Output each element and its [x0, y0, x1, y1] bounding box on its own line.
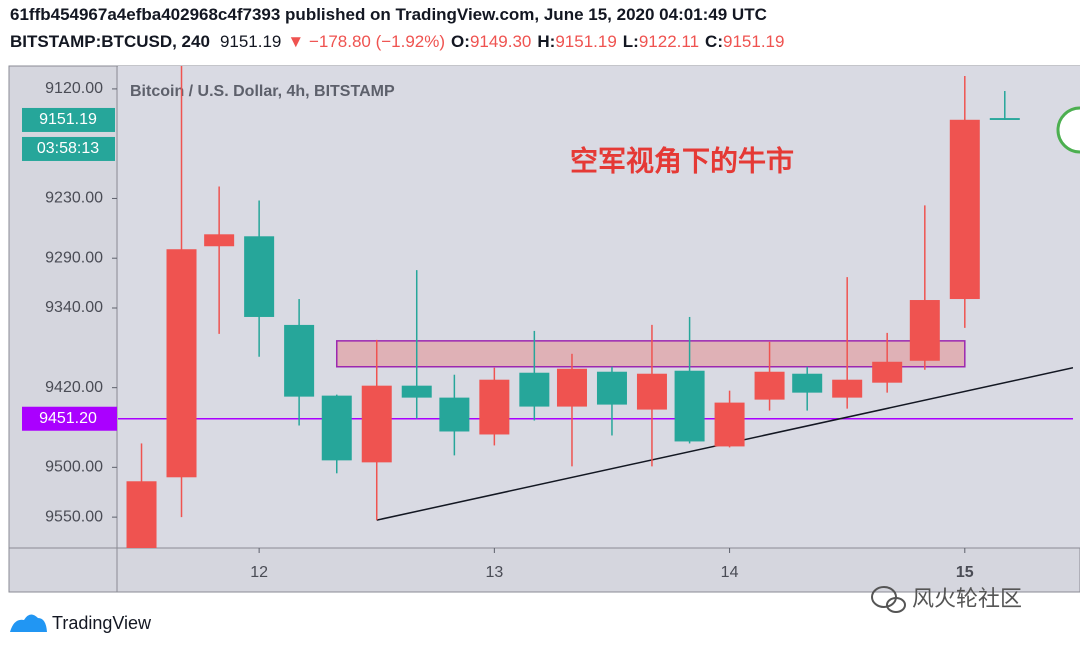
- candle-body: [321, 395, 352, 461]
- ohlc-value: 9122.11: [639, 32, 699, 51]
- x-tick-label: 12: [250, 564, 268, 581]
- x-tick-label: 14: [721, 564, 739, 581]
- x-tick-label: 13: [485, 564, 503, 581]
- tv-logo: TradingView: [10, 613, 152, 633]
- candle-body: [126, 481, 157, 548]
- x-tick-label: 15: [956, 564, 974, 581]
- range-box: [336, 340, 966, 368]
- chart-title: Bitcoin / U.S. Dollar, 4h, BITSTAMP: [130, 83, 395, 100]
- candle-body: [754, 371, 785, 400]
- candle-body: [479, 379, 510, 435]
- hline-badge: [22, 406, 117, 431]
- price-badge-label: 9151.19: [39, 111, 97, 128]
- header-quote: BITSTAMP:BTCUSD, 240 9151.19 ▼ −178.80 (−1…: [10, 32, 784, 51]
- ohlc-label: O:: [451, 32, 470, 51]
- candle-body: [361, 385, 392, 463]
- candle-body: [989, 118, 1020, 120]
- candle-body: [792, 373, 823, 393]
- candle-body: [244, 236, 275, 317]
- badge-circle: [1056, 106, 1080, 154]
- candle-body: [909, 300, 940, 361]
- candle-body: [519, 372, 550, 407]
- candle-body: [872, 361, 903, 383]
- ohlc-label: L:: [623, 32, 639, 51]
- price: 9151.19: [220, 32, 281, 51]
- y-tick-label: 9500.00: [45, 459, 103, 476]
- y-tick-label: 9550.00: [45, 508, 103, 525]
- y-tick-label: 9290.00: [45, 249, 103, 266]
- y-tick-label: 9420.00: [45, 379, 103, 396]
- price-badge: [22, 107, 115, 132]
- candle-body: [949, 119, 980, 300]
- candle-body: [284, 324, 315, 397]
- y-tick-label: 9340.00: [45, 299, 103, 316]
- ohlc-value: 9149.30: [470, 32, 531, 51]
- y-tick-label: 9230.00: [45, 190, 103, 207]
- plot: [118, 66, 1073, 548]
- y-tick-label: 9120.00: [45, 80, 103, 97]
- countdown-badge: [22, 136, 115, 161]
- countdown-label: 03:58:13: [37, 140, 99, 157]
- ohlc-value: 9151.19: [555, 32, 616, 51]
- change: ▼ −178.80 (−1.92%): [287, 32, 445, 51]
- candle-body: [674, 370, 705, 442]
- candle-body: [166, 249, 197, 478]
- candle-body: [401, 385, 432, 398]
- candle-body: [596, 371, 627, 405]
- watermark-icon: [886, 597, 906, 613]
- candle-body: [204, 234, 235, 247]
- logo-icon: [10, 614, 47, 632]
- ohlc-label: C:: [705, 32, 723, 51]
- candle-body: [556, 368, 587, 407]
- symbol: BITSTAMP:BTCUSD, 240: [10, 32, 210, 51]
- annotation: 空军视角下的牛市: [570, 144, 794, 176]
- ohlc-label: H:: [537, 32, 555, 51]
- hline-badge-label: 9451.20: [39, 410, 97, 427]
- ohlc-value: 9151.19: [723, 32, 784, 51]
- candle-body: [439, 397, 470, 432]
- header-line: 61ffb454967a4efba402968c4f7393 published…: [10, 5, 767, 24]
- watermark: 风火轮社区: [871, 586, 1022, 613]
- candle-body: [636, 373, 667, 410]
- candle-body: [832, 379, 863, 398]
- axes: 9120.00 9230.00 9290.00 9340.00 9420.00 9500.…: [22, 80, 974, 581]
- watermark-text: 风火轮社区: [912, 586, 1022, 611]
- header-text: 61ffb454967a4efba402968c4f7393 published…: [10, 5, 767, 24]
- candle-body: [714, 402, 745, 447]
- logo-text: TradingView: [52, 613, 152, 633]
